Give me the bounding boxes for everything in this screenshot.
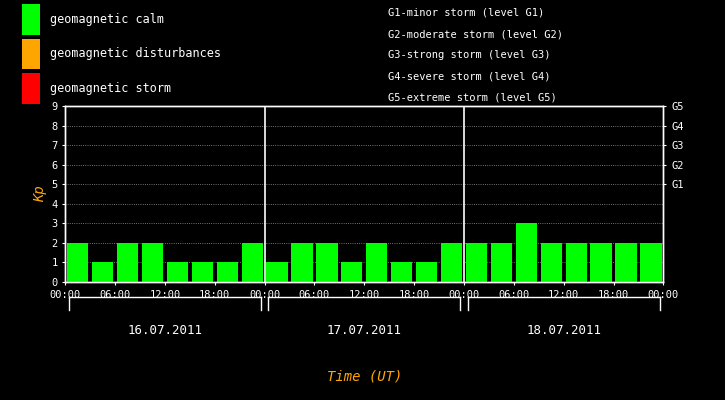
Bar [67, 243, 88, 282]
Bar [92, 262, 113, 282]
Bar [366, 243, 387, 282]
Text: G3-strong storm (level G3): G3-strong storm (level G3) [388, 50, 550, 60]
Text: 16.07.2011: 16.07.2011 [128, 324, 202, 337]
Bar [316, 243, 338, 282]
Bar [142, 243, 163, 282]
Text: geomagnetic storm: geomagnetic storm [50, 82, 171, 95]
FancyBboxPatch shape [22, 74, 40, 104]
Text: geomagnetic calm: geomagnetic calm [50, 13, 165, 26]
Bar [416, 262, 437, 282]
Bar [491, 243, 512, 282]
Bar [191, 262, 213, 282]
Y-axis label: Kp: Kp [33, 186, 47, 202]
Text: G2-moderate storm (level G2): G2-moderate storm (level G2) [388, 29, 563, 39]
Bar [117, 243, 138, 282]
Bar [590, 243, 612, 282]
Bar [391, 262, 413, 282]
Text: 17.07.2011: 17.07.2011 [327, 324, 402, 337]
Bar [341, 262, 362, 282]
Text: geomagnetic disturbances: geomagnetic disturbances [50, 48, 221, 60]
Text: Time (UT): Time (UT) [327, 369, 402, 383]
Bar [167, 262, 188, 282]
Bar [217, 262, 238, 282]
Bar [566, 243, 587, 282]
Bar [267, 262, 288, 282]
Bar [291, 243, 312, 282]
Bar [541, 243, 562, 282]
Bar [616, 243, 637, 282]
Text: G5-extreme storm (level G5): G5-extreme storm (level G5) [388, 92, 556, 102]
FancyBboxPatch shape [22, 4, 40, 34]
Text: G1-minor storm (level G1): G1-minor storm (level G1) [388, 8, 544, 18]
Text: G4-severe storm (level G4): G4-severe storm (level G4) [388, 71, 550, 81]
Bar [441, 243, 462, 282]
FancyBboxPatch shape [22, 39, 40, 69]
Text: 18.07.2011: 18.07.2011 [526, 324, 601, 337]
Bar [466, 243, 487, 282]
Bar [515, 223, 537, 282]
Bar [241, 243, 262, 282]
Bar [640, 243, 661, 282]
